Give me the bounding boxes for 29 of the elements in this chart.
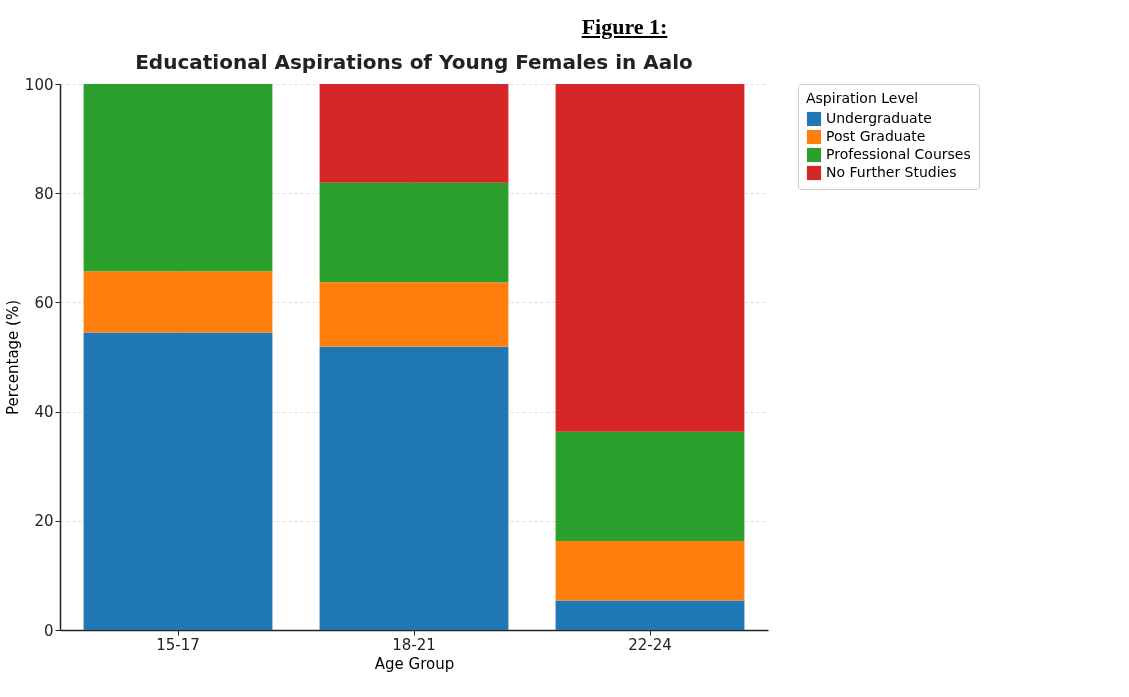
- legend-label: No Further Studies: [826, 164, 957, 180]
- bar: [319, 182, 509, 283]
- y-tick-label: 80: [34, 184, 54, 203]
- bar: [555, 431, 745, 541]
- legend-label: Undergraduate: [826, 110, 932, 126]
- x-axis-title: Age Group: [374, 654, 455, 673]
- y-tick-label: 40: [34, 403, 54, 422]
- y-tick-label: 20: [34, 512, 54, 531]
- caption: Figure 1:: [580, 14, 669, 40]
- bar: [555, 84, 745, 432]
- y-axis-title: Percentage (%): [3, 299, 22, 416]
- bar: [83, 271, 273, 333]
- bar: [83, 84, 273, 272]
- legend-label: Professional Courses: [826, 146, 971, 162]
- x-tick-label: 18-21: [392, 635, 436, 654]
- bar: [83, 332, 273, 630]
- bar: [319, 84, 509, 183]
- x-tick-label: 22-24: [628, 635, 672, 654]
- bar: [319, 282, 509, 347]
- y-tick-label: 0: [43, 621, 54, 640]
- legend-title: Aspiration Level: [806, 90, 919, 106]
- bar: [555, 541, 745, 601]
- chart-title: Educational Aspirations of Young Females in Aalo: [135, 50, 693, 74]
- legend-label: Post Graduate: [826, 128, 926, 144]
- bar: [319, 346, 509, 630]
- y-tick-label: 60: [34, 293, 54, 312]
- bar: [555, 600, 745, 630]
- x-tick-label: 15-17: [156, 635, 200, 654]
- y-tick-label: 100: [24, 75, 54, 94]
